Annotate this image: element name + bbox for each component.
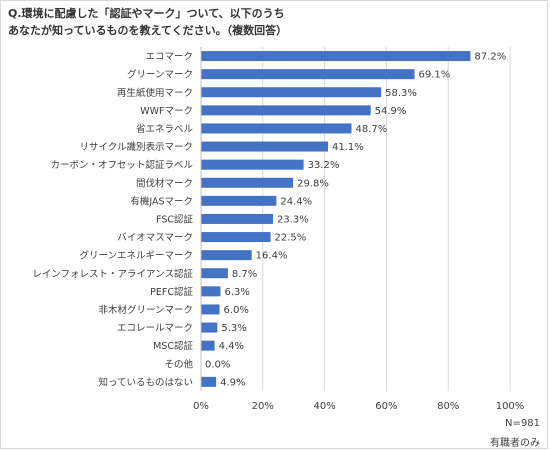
category-label: 間伐材マーク — [136, 177, 193, 189]
value-label: 4.9% — [220, 377, 245, 388]
category-label: バイオマスマーク — [117, 233, 193, 244]
value-label: 5.3% — [221, 323, 246, 334]
value-label: 58.3% — [385, 88, 417, 99]
value-label: 41.1% — [332, 142, 364, 153]
bar — [201, 69, 415, 80]
value-label: 6.0% — [224, 305, 249, 316]
bar — [201, 177, 294, 188]
question-title: Q.環境に配慮した「認証やマーク」ついて、以下のうち あなたが知っているものを教… — [8, 5, 538, 39]
bar — [201, 268, 228, 279]
category-label: カーボン・オフセット認証ラベル — [50, 159, 193, 171]
bar — [201, 123, 352, 134]
x-tick-label: 60% — [375, 401, 397, 412]
value-label: 54.9% — [375, 106, 407, 117]
category-label: レインフォレスト・アライアンス認証 — [32, 268, 193, 280]
scope-note: 有職者のみ — [490, 438, 540, 449]
bar — [201, 141, 328, 152]
x-tick-label: 80% — [437, 401, 459, 412]
category-label: PEFC認証 — [150, 286, 193, 298]
x-tick-label: 40% — [313, 401, 335, 412]
value-label: 48.7% — [355, 124, 387, 135]
category-label: リサイクル識別表示マーク — [79, 141, 193, 153]
category-label: FSC認証 — [156, 213, 193, 225]
bar — [201, 340, 215, 351]
category-label: 再生紙使用マーク — [117, 87, 193, 99]
bar — [201, 105, 371, 116]
value-label: 16.4% — [256, 251, 288, 262]
value-label: 22.5% — [275, 233, 307, 244]
category-label: その他 — [164, 358, 193, 370]
bar — [201, 250, 252, 261]
category-label: 非木材グリーンマーク — [98, 304, 193, 316]
category-label: 有機JASマーク — [130, 195, 193, 207]
value-label: 8.7% — [232, 269, 257, 280]
value-label: 29.8% — [297, 178, 329, 189]
x-tick-label: 0% — [193, 401, 209, 412]
category-label: グリーンマーク — [127, 69, 193, 81]
sample-size-note: N=981 — [505, 418, 540, 429]
value-label: 4.4% — [219, 341, 244, 352]
value-label: 69.1% — [419, 70, 451, 81]
category-label: エコマーク — [145, 52, 193, 63]
value-label: 0.0% — [205, 359, 230, 370]
category-label: エコレールマーク — [117, 323, 193, 334]
x-tick-label: 100% — [496, 401, 525, 412]
category-label: 知っているものはない — [98, 376, 193, 388]
bar — [201, 195, 277, 206]
bar — [201, 304, 220, 315]
bar — [201, 213, 273, 224]
value-label: 6.3% — [224, 287, 249, 298]
bar — [201, 159, 304, 170]
bar — [201, 376, 217, 387]
bar — [201, 286, 221, 297]
category-label: グリーンエネルギーマーク — [79, 250, 193, 262]
category-label: MSC認証 — [153, 340, 193, 352]
bar — [201, 232, 271, 243]
category-label: 省エネラベル — [136, 123, 194, 135]
bar — [201, 322, 218, 333]
category-label: WWFマーク — [140, 106, 193, 117]
question-line-1: Q.環境に配慮した「認証やマーク」ついて、以下のうち — [8, 7, 285, 20]
x-tick-label: 20% — [252, 401, 274, 412]
value-label: 33.2% — [308, 160, 340, 171]
value-label: 24.4% — [280, 196, 312, 207]
bar — [201, 87, 382, 98]
question-line-2: あなたが知っているものを教えてください。（複数回答） — [8, 24, 288, 37]
value-label: 87.2% — [474, 52, 506, 63]
bar — [201, 51, 471, 62]
value-label: 23.3% — [277, 214, 309, 225]
